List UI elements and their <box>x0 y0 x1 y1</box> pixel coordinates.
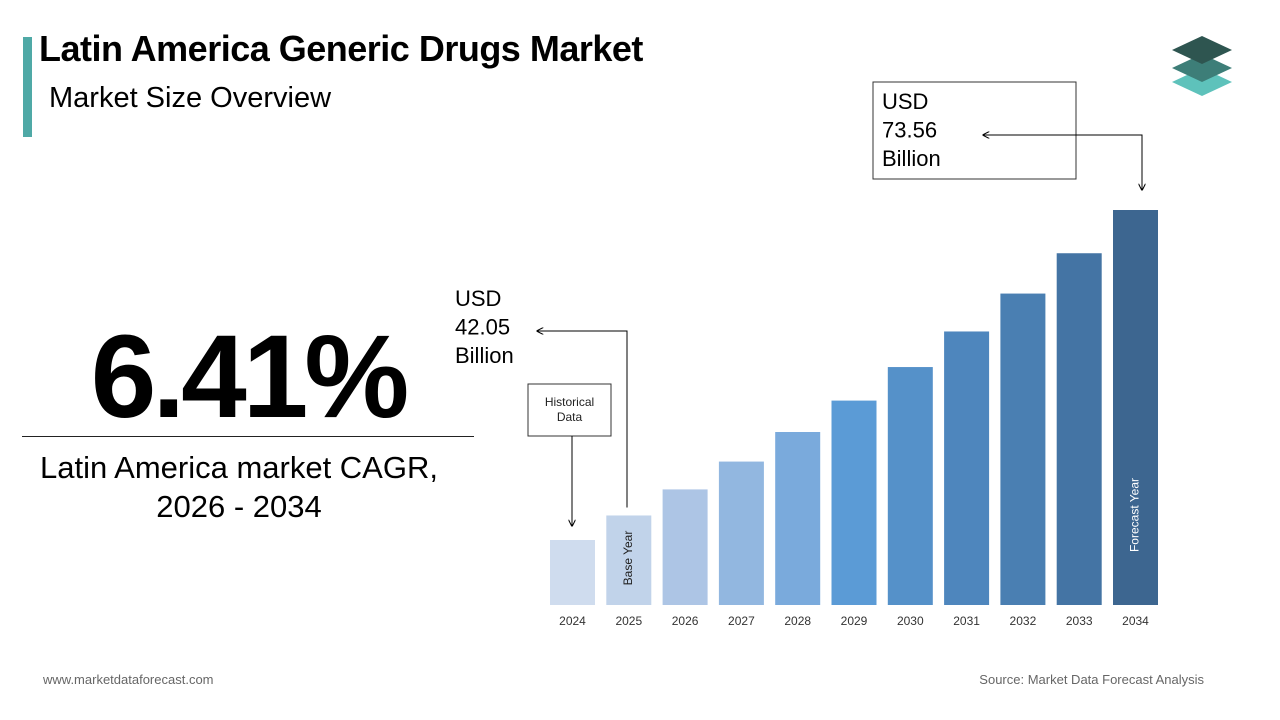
historical-data-text-1: Data <box>557 410 583 424</box>
callout-2034-text-2: Billion <box>882 146 941 171</box>
page-title: Latin America Generic Drugs Market <box>39 28 643 69</box>
callout-2025-arrow <box>537 331 628 508</box>
tick-label-2030: 2030 <box>897 614 924 628</box>
cagr-divider <box>22 436 474 437</box>
logo-layer-top <box>1172 36 1232 64</box>
title-accent-bar <box>23 37 32 137</box>
stacked-layers-icon <box>1172 36 1232 96</box>
callout-2034-arrow <box>983 135 1142 190</box>
bar-2026 <box>662 489 708 605</box>
forecast-year-label: Forecast Year <box>1128 478 1142 552</box>
tick-label-2027: 2027 <box>728 614 755 628</box>
tick-label-2034: 2034 <box>1122 614 1149 628</box>
bar-2030 <box>887 367 933 605</box>
callout-2025-text-0: USD <box>455 286 501 311</box>
cagr-value: 6.41% <box>90 311 410 443</box>
bar-2032 <box>1000 293 1046 605</box>
footer-website: www.marketdataforecast.com <box>43 672 214 687</box>
callout-2034-text-1: 73.56 <box>882 118 937 143</box>
tick-label-2024: 2024 <box>559 614 586 628</box>
historical-data-text-0: Historical <box>545 395 594 409</box>
page-subtitle: Market Size Overview <box>49 82 332 114</box>
tick-label-2029: 2029 <box>841 614 868 628</box>
base-year-label: Base Year <box>621 531 635 586</box>
bar-2031 <box>944 331 990 605</box>
bar-2025 <box>606 515 652 605</box>
bar-2033 <box>1056 253 1102 605</box>
bar-2034 <box>1113 210 1158 605</box>
cagr-label-line2: 2026 - 2034 <box>156 489 322 524</box>
callout-2025-text-2: Billion <box>455 343 514 368</box>
tick-label-2028: 2028 <box>784 614 811 628</box>
tick-label-2033: 2033 <box>1066 614 1093 628</box>
bar-2027 <box>718 461 764 605</box>
historical-data-callout-box <box>527 383 612 437</box>
cagr-label-line1: Latin America market CAGR, <box>40 450 438 485</box>
callout-2034-text-0: USD <box>882 89 928 114</box>
tick-label-2032: 2032 <box>1010 614 1037 628</box>
tick-label-2026: 2026 <box>672 614 699 628</box>
footer-source: Source: Market Data Forecast Analysis <box>979 672 1204 687</box>
callout-2025-text-1: 42.05 <box>455 315 510 340</box>
bar-2029 <box>831 400 877 605</box>
tick-label-2025: 2025 <box>615 614 642 628</box>
bar-2028 <box>775 432 821 605</box>
logo-layer-middle <box>1172 54 1232 82</box>
cagr-label: Latin America market CAGR, 2026 - 2034 <box>0 448 478 526</box>
tick-label-2031: 2031 <box>953 614 980 628</box>
bar-2024 <box>550 540 595 605</box>
